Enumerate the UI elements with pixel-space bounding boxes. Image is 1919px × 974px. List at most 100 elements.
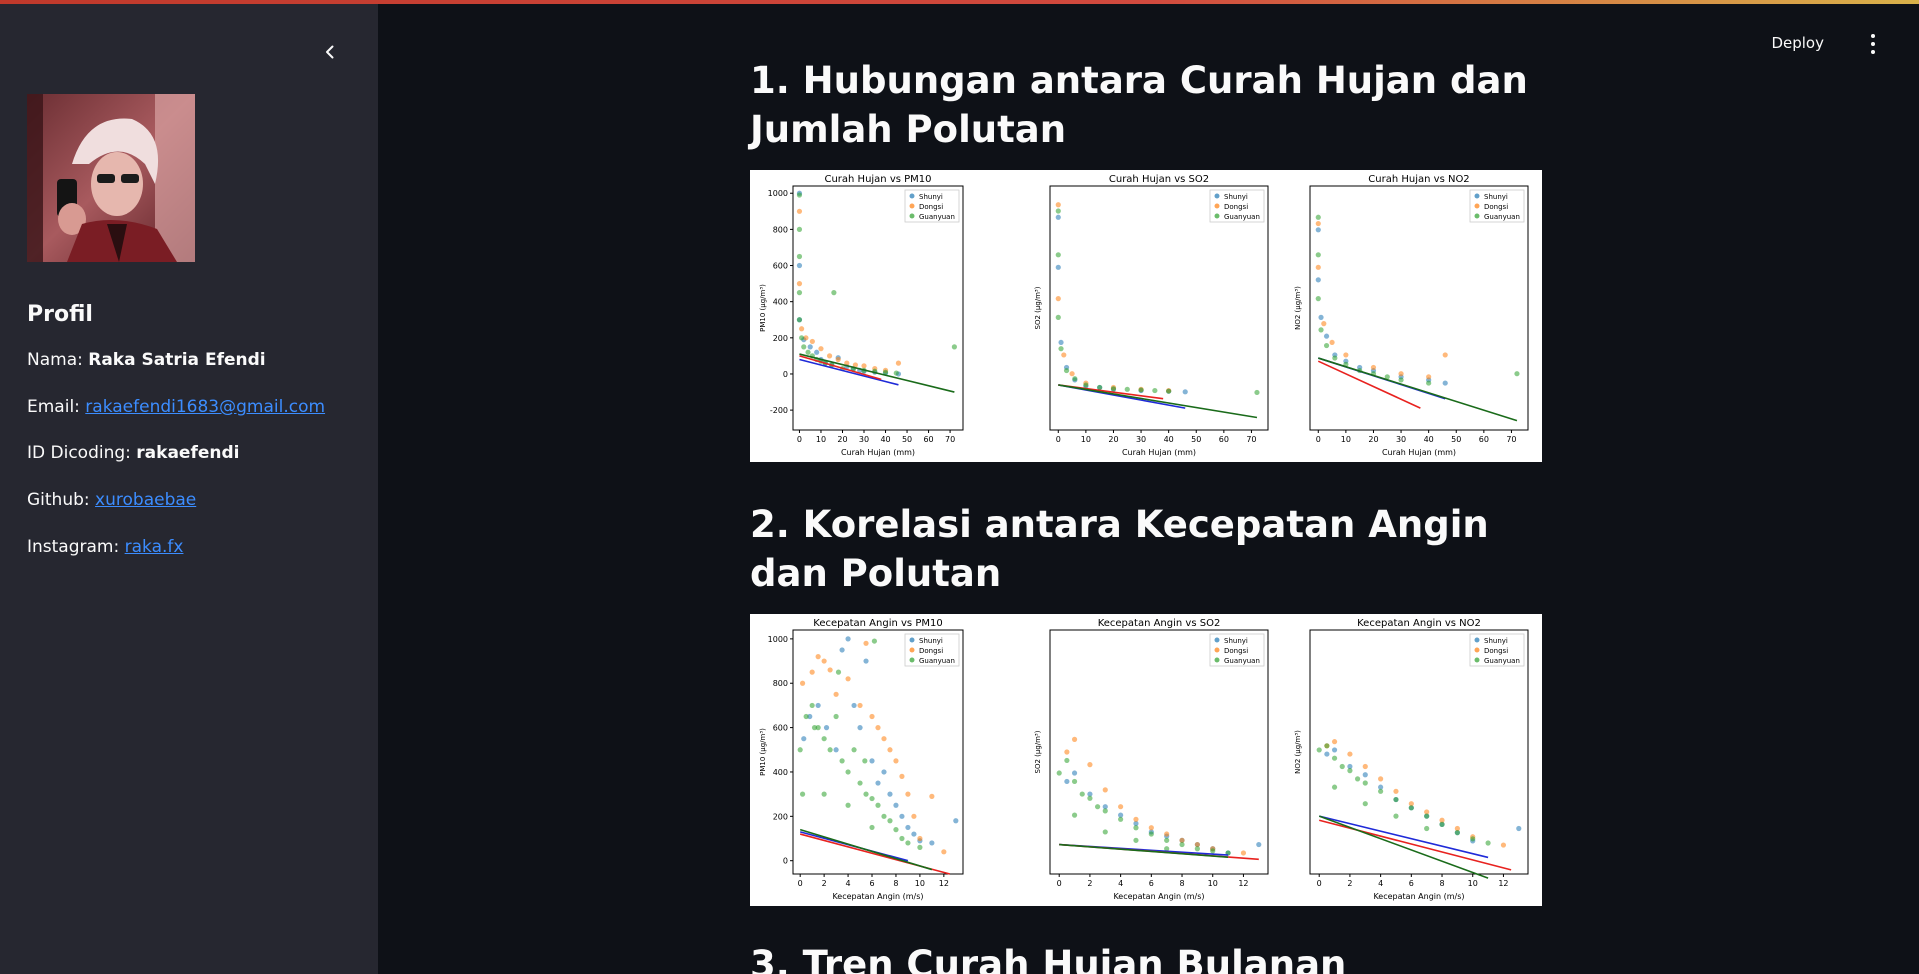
x-axis-label: Kecepatan Angin (m/s) [1373,892,1464,901]
data-point-guanyuan [1055,314,1061,320]
legend-marker [1214,637,1220,643]
data-point-dongsi [1408,801,1414,807]
data-point-guanyuan [799,335,805,341]
legend-label: Dongsi [1484,203,1508,211]
email-link[interactable]: rakaefendi1683@gmail.com [85,397,326,417]
legend-label: Shunyi [919,637,943,645]
fit-line-shunyi [799,358,899,386]
legend-marker [1214,647,1220,653]
data-point-guanyuan [1164,846,1170,852]
data-point-shunyi [851,702,857,709]
collapse-sidebar-button[interactable] [316,38,344,66]
chevron-left-icon [326,45,334,59]
data-point-guanyuan [833,713,839,720]
data-point-guanyuan [803,713,809,720]
plot-frame [1049,185,1269,431]
chart-title: Curah Hujan vs PM10 [824,174,931,185]
data-point-guanyuan [1102,829,1108,835]
data-point-shunyi [1323,333,1330,339]
x-tick-label: 4 [846,879,851,888]
x-tick-label: 10 [915,879,925,888]
data-point-dongsi [941,849,947,855]
x-tick-label: 10 [1341,435,1351,444]
legend-label: Guanyuan [1224,213,1260,221]
data-point-shunyi [1256,841,1262,848]
data-point-shunyi [869,758,875,764]
data-point-dongsi [887,747,893,753]
plot-frame [1309,629,1529,875]
legend-label: Shunyi [1484,637,1508,645]
name-label: Nama: [27,350,89,370]
data-point-shunyi [1055,214,1061,220]
data-point-dongsi [1362,763,1368,770]
legend-label: Guanyuan [919,657,955,665]
profile-email: Email: rakaefendi1683@gmail.com [27,397,325,417]
data-point-dongsi [796,281,803,287]
data-point-guanyuan [1148,831,1154,837]
data-point-dongsi [1331,739,1338,745]
data-point-guanyuan [1316,747,1322,753]
data-point-guanyuan [1094,804,1101,810]
data-point-shunyi [845,636,851,642]
legend-label: Dongsi [1224,203,1248,211]
data-point-guanyuan [815,725,821,731]
data-point-guanyuan [797,747,803,753]
data-point-guanyuan [1378,788,1384,794]
data-point-guanyuan [1058,346,1064,352]
data-point-guanyuan [862,758,868,764]
chart-panel-0: Kecepatan Angin vs PM10 0 2 4 6 8 10 12 0 200 400 6… [759,618,964,901]
github-link[interactable]: xurobaebae [95,490,197,510]
data-point-shunyi [1058,339,1064,346]
data-point-guanyuan [1315,214,1321,220]
email-label: Email: [27,397,86,417]
y-tick-label: 1000 [768,635,788,644]
data-point-guanyuan [1110,386,1117,392]
rainfall-charts-svg: Curah Hujan vs PM10 0 10 20 30 40 50 60 70 -200 0 2… [759,174,1529,457]
fit-line-shunyi [1319,815,1489,859]
x-tick-label: 30 [1136,435,1146,444]
data-point-dongsi [818,346,824,352]
x-tick-label: 6 [1409,879,1414,888]
x-tick-label: 10 [1081,435,1091,444]
data-point-guanyuan [851,747,857,753]
data-point-dongsi [1393,788,1399,794]
instagram-link[interactable]: raka.fx [124,537,184,557]
data-point-shunyi [1071,770,1078,776]
y-tick-label: 400 [773,298,788,307]
data-point-dongsi [1454,825,1460,832]
data-point-guanyuan [1179,841,1185,848]
data-point-shunyi [1331,747,1338,753]
top-decoration-bar [0,0,1919,4]
data-point-dongsi [1378,776,1384,782]
data-point-shunyi [887,791,893,797]
fit-line-guanyuan [799,828,933,871]
fit-line-guanyuan [799,353,955,393]
data-point-guanyuan [887,818,893,824]
x-tick-label: 2 [1347,879,1352,888]
data-point-guanyuan [809,702,815,709]
data-point-shunyi [1442,380,1448,386]
data-point-guanyuan [805,349,811,355]
data-point-dongsi [917,835,923,842]
data-point-guanyuan [1064,757,1070,764]
data-point-dongsi [1055,202,1061,208]
data-point-dongsi [1370,364,1377,371]
data-point-shunyi [807,344,813,350]
data-point-shunyi [1315,227,1321,233]
x-tick-label: 60 [1219,435,1229,444]
legend-label: Dongsi [1484,647,1508,655]
data-point-shunyi [807,713,813,720]
data-point-dongsi [869,713,875,720]
data-point-dongsi [809,669,815,675]
kebab-menu-icon[interactable] [1867,34,1879,54]
data-point-shunyi [814,349,820,355]
deploy-button[interactable]: Deploy [1771,34,1824,52]
data-point-dongsi [1424,809,1430,815]
x-tick-label: 4 [1378,879,1383,888]
x-tick-label: 70 [1506,435,1516,444]
y-tick-label: 0 [783,857,788,866]
data-point-guanyuan [796,226,803,232]
data-point-shunyi [1087,791,1093,797]
data-point-dongsi [1118,804,1124,810]
x-tick-label: 12 [939,879,949,888]
